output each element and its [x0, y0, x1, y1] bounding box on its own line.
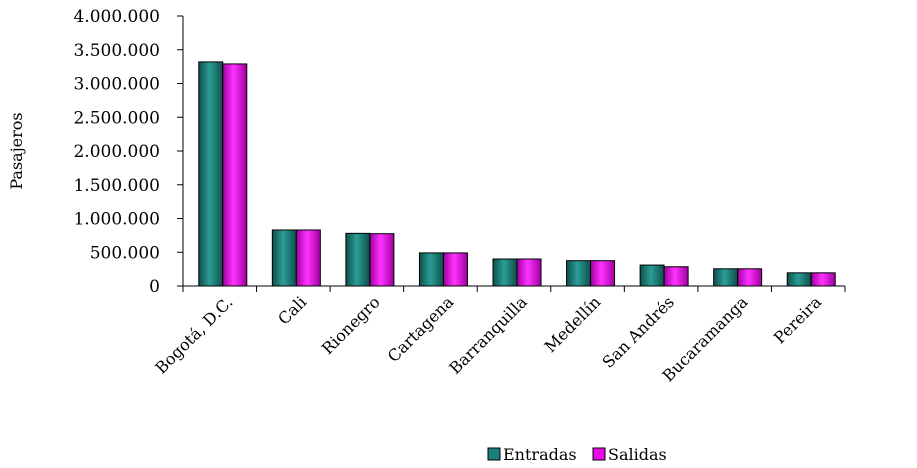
- bar-entradas: [492, 258, 518, 287]
- y-tick-label: 2.000.000: [73, 142, 160, 162]
- bar-entradas: [639, 264, 665, 287]
- bar-salidas: [516, 258, 542, 287]
- legend: Entradas Salidas: [487, 445, 667, 464]
- legend-label: Salidas: [608, 445, 667, 464]
- category-labels: Bogotá, D.C. Cali Rionegro CartagenaBarranq…: [151, 292, 825, 385]
- bars-group: [198, 61, 836, 287]
- y-tick-label: 500.000: [90, 243, 160, 263]
- y-axis-title: Pasajeros: [7, 112, 26, 189]
- bar-salidas: [737, 268, 763, 287]
- x-category-label: Medellín: [541, 292, 605, 356]
- x-category-label: Rionegro: [318, 292, 384, 358]
- legend-swatch: [487, 447, 501, 461]
- y-tick-label: 3.000.000: [73, 75, 160, 95]
- x-category-label: Pereira: [770, 292, 825, 347]
- y-tick-label: 0: [149, 277, 160, 297]
- bar-entradas: [566, 260, 592, 287]
- bar-entradas: [271, 229, 297, 287]
- x-category-label: Bogotá, D.C.: [151, 292, 236, 377]
- legend-swatch: [592, 447, 606, 461]
- bar-salidas: [369, 233, 395, 287]
- x-axis-ticks: [182, 286, 846, 292]
- y-tick-label: 1.000.000: [73, 210, 160, 230]
- bar-entradas: [713, 268, 739, 287]
- bar-salidas: [663, 266, 689, 287]
- bar-entradas: [418, 252, 444, 287]
- x-category-label: San Andrés: [599, 292, 678, 371]
- bar-salidas: [810, 272, 836, 287]
- bar-entradas: [786, 272, 812, 287]
- x-category-label: Cali: [274, 292, 310, 328]
- y-tick-label: 2.500.000: [73, 108, 160, 128]
- x-category-label: Cartagena: [384, 292, 458, 366]
- legend-label: Entradas: [503, 445, 577, 464]
- y-axis-ticks: 0 500.000 1.000.000 1.500.000 2.000.000 2.500…: [73, 7, 183, 297]
- y-tick-label: 1.500.000: [73, 176, 160, 196]
- y-tick-label: 3.500.000: [73, 41, 160, 61]
- y-tick-label: 4.000.000: [73, 7, 160, 27]
- bar-entradas: [345, 232, 371, 287]
- bar-salidas: [442, 252, 468, 287]
- bar-salidas: [590, 260, 616, 287]
- x-category-label: Barranquilla: [445, 292, 531, 378]
- bar-entradas: [198, 61, 224, 287]
- bar-salidas: [295, 229, 321, 287]
- bar-salidas: [222, 63, 248, 287]
